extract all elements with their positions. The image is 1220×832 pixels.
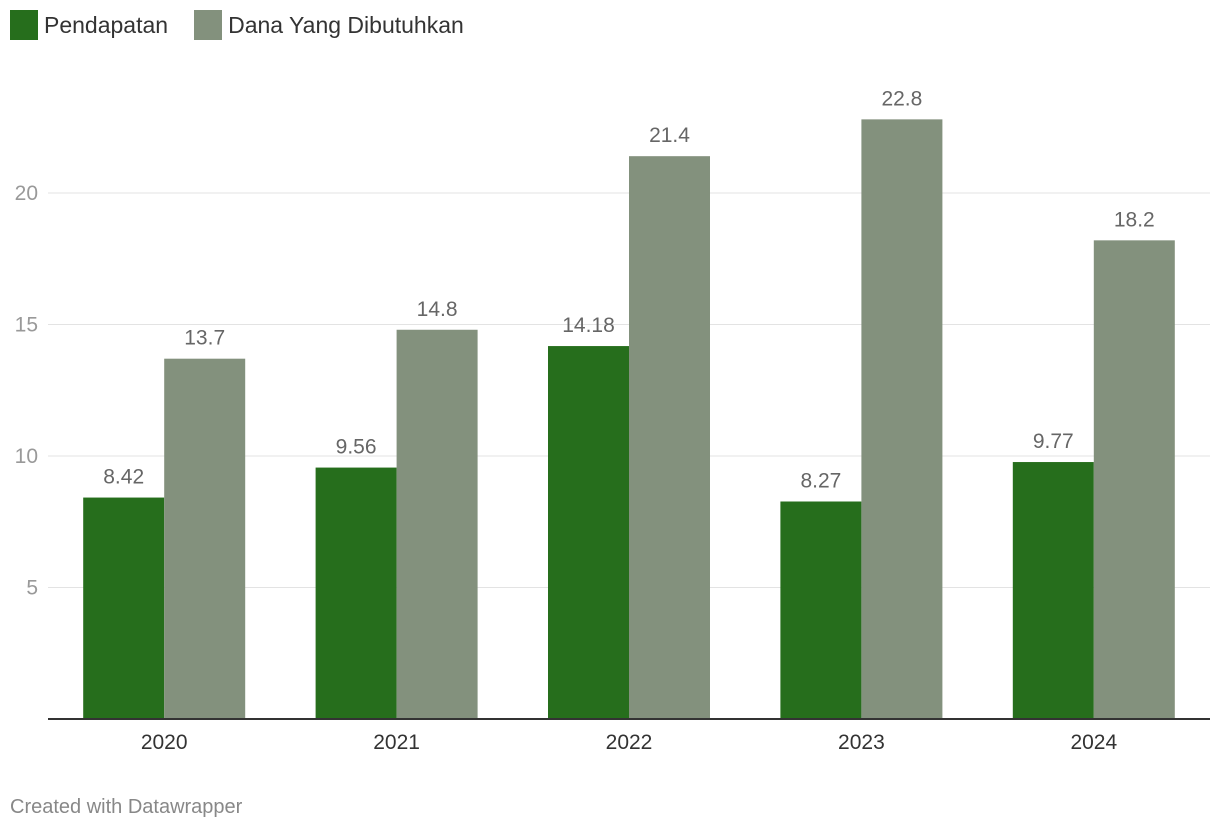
x-tick-label-2020: 2020 xyxy=(141,731,188,754)
y-tick-label-5: 5 xyxy=(26,577,38,600)
y-tick-label-20: 20 xyxy=(15,182,38,205)
data-label-dana-yang-dibutuhkan-2024: 18.2 xyxy=(1114,208,1155,231)
x-tick-label-2022: 2022 xyxy=(606,731,653,754)
data-label-pendapatan-2022: 14.18 xyxy=(562,314,615,337)
bar-dana-yang-dibutuhkan-2024 xyxy=(1093,240,1175,719)
bar-chart: 8.42 13.7 9.56 14.8 14.18 21.4 8.27 22.8 9.77 18.… xyxy=(15,87,1210,754)
legend-item-pendapatan: Pendapatan xyxy=(10,10,168,40)
data-labels: 8.42 13.7 9.56 14.8 14.18 21.4 8.27 22.8 9.77 18.… xyxy=(103,87,1154,492)
bar-pendapatan-2024 xyxy=(1012,462,1094,719)
bar-dana-yang-dibutuhkan-2020 xyxy=(164,358,246,719)
x-tick-label-2024: 2024 xyxy=(1070,731,1117,754)
x-tick-label-2023: 2023 xyxy=(838,731,885,754)
data-label-dana-yang-dibutuhkan-2023: 22.8 xyxy=(881,87,922,110)
data-label-pendapatan-2021: 9.56 xyxy=(336,436,377,459)
data-label-dana-yang-dibutuhkan-2021: 14.8 xyxy=(417,298,458,321)
legend-swatch-pendapatan xyxy=(10,10,38,40)
bar-pendapatan-2022 xyxy=(548,346,629,719)
bar-dana-yang-dibutuhkan-2021 xyxy=(396,329,478,719)
x-tick-label-2021: 2021 xyxy=(373,731,420,754)
bar-pendapatan-2020 xyxy=(83,497,165,719)
legend-item-dana-yang-dibutuhkan: Dana Yang Dibutuhkan xyxy=(194,10,464,40)
bars xyxy=(83,119,1175,720)
legend-swatch-dana-yang-dibutuhkan xyxy=(194,10,223,40)
data-label-dana-yang-dibutuhkan-2022: 21.4 xyxy=(649,124,690,147)
y-tick-label-15: 15 xyxy=(15,314,38,337)
bar-dana-yang-dibutuhkan-2022 xyxy=(629,156,710,719)
y-tick-label-10: 10 xyxy=(15,445,38,468)
data-label-dana-yang-dibutuhkan-2020: 13.7 xyxy=(184,327,225,350)
bar-pendapatan-2021 xyxy=(315,467,397,719)
footer-credit: Created with Datawrapper xyxy=(10,796,243,818)
bar-pendapatan-2023 xyxy=(780,501,862,719)
legend: Pendapatan Dana Yang Dibutuhkan xyxy=(10,10,490,40)
bar-dana-yang-dibutuhkan-2023 xyxy=(861,119,943,720)
legend-label-pendapatan: Pendapatan xyxy=(44,11,169,38)
data-label-pendapatan-2020: 8.42 xyxy=(103,466,144,489)
data-label-pendapatan-2023: 8.27 xyxy=(800,469,841,492)
data-label-pendapatan-2024: 9.77 xyxy=(1033,430,1074,453)
legend-label-dana-yang-dibutuhkan: Dana Yang Dibutuhkan xyxy=(228,11,464,38)
